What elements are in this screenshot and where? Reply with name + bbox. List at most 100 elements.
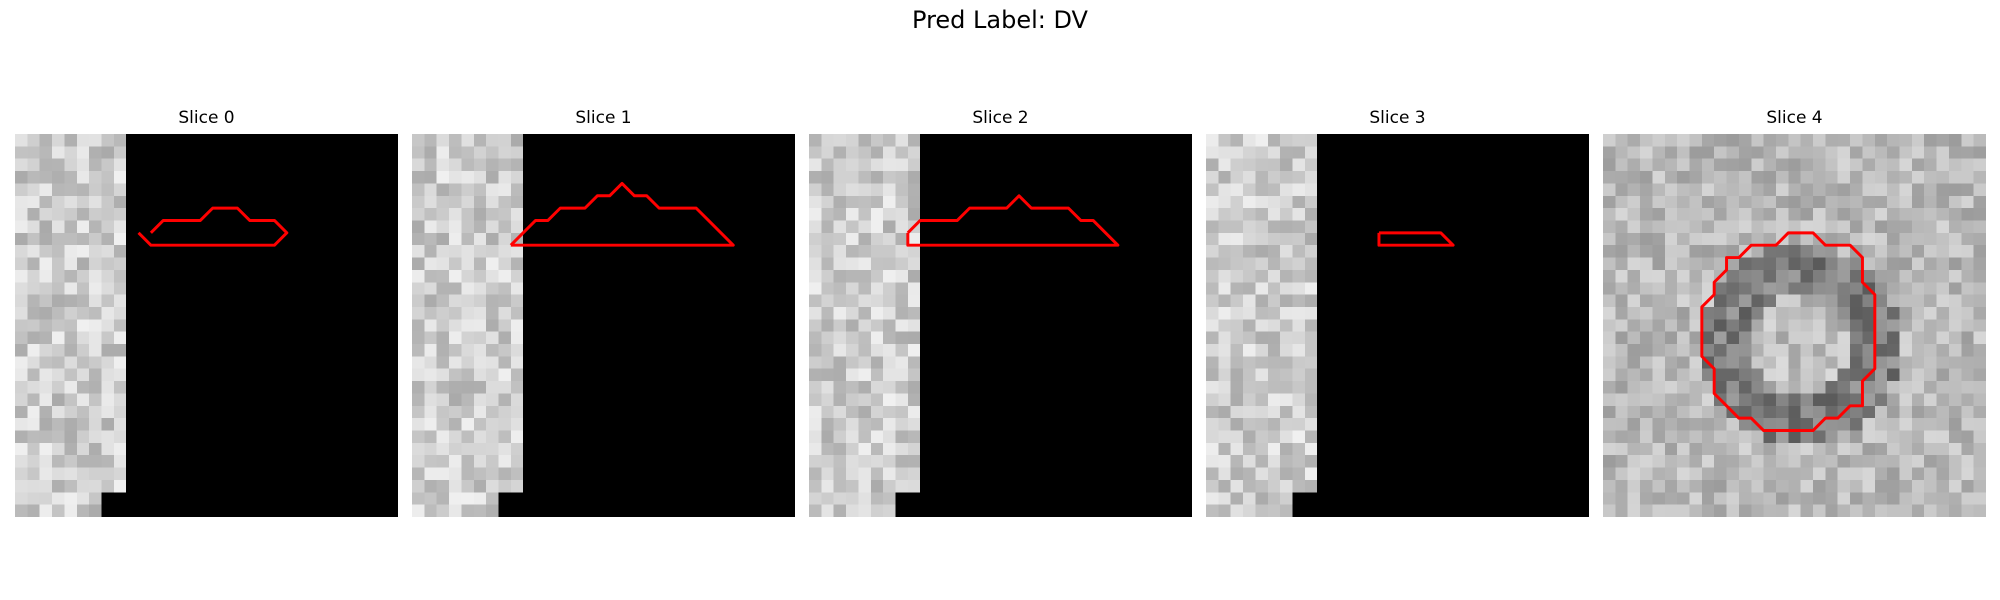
mask-pixel bbox=[1403, 195, 1417, 209]
mask-pixel bbox=[299, 368, 312, 382]
mask-pixel bbox=[262, 220, 275, 234]
mask-pixel bbox=[175, 269, 189, 283]
image-pixel bbox=[1800, 306, 1814, 320]
mask-pixel bbox=[373, 331, 386, 345]
mask-pixel bbox=[1043, 479, 1057, 493]
mask-pixel bbox=[1329, 455, 1343, 468]
mask-pixel bbox=[1068, 257, 1082, 271]
mask-pixel bbox=[782, 504, 795, 517]
mask-pixel bbox=[782, 467, 795, 481]
mask-pixel bbox=[1105, 269, 1119, 283]
mask-pixel bbox=[659, 381, 672, 394]
image-pixel bbox=[1800, 171, 1814, 184]
image-pixel bbox=[113, 442, 127, 456]
image-pixel bbox=[895, 269, 909, 283]
image-pixel bbox=[1206, 171, 1219, 184]
image-pixel bbox=[895, 344, 909, 357]
mask-pixel bbox=[646, 319, 660, 332]
image-pixel bbox=[1677, 183, 1690, 197]
mask-pixel bbox=[1416, 430, 1429, 444]
mask-pixel bbox=[1366, 171, 1380, 184]
mask-pixel bbox=[1093, 504, 1106, 517]
image-pixel bbox=[1280, 208, 1293, 221]
mask-pixel bbox=[1564, 356, 1577, 369]
mask-pixel bbox=[1130, 442, 1143, 456]
mask-pixel bbox=[1490, 467, 1503, 481]
mask-pixel bbox=[1317, 430, 1330, 444]
image-pixel bbox=[1973, 183, 1986, 197]
image-pixel bbox=[412, 195, 425, 209]
image-pixel bbox=[1899, 381, 1913, 394]
image-pixel bbox=[1862, 393, 1876, 407]
image-pixel bbox=[1267, 134, 1281, 147]
image-pixel bbox=[1230, 405, 1244, 419]
mask-pixel bbox=[708, 344, 722, 357]
mask-pixel bbox=[1341, 344, 1355, 357]
mask-pixel bbox=[126, 331, 139, 345]
mask-pixel bbox=[696, 455, 709, 468]
mask-pixel bbox=[200, 158, 213, 172]
image-pixel bbox=[1763, 134, 1777, 147]
mask-pixel bbox=[957, 455, 970, 468]
image-pixel bbox=[1206, 319, 1219, 332]
mask-pixel bbox=[138, 257, 152, 271]
image-pixel bbox=[113, 171, 127, 184]
mask-pixel bbox=[163, 344, 176, 357]
mask-pixel bbox=[299, 232, 312, 246]
mask-pixel bbox=[323, 183, 337, 197]
mask-pixel bbox=[572, 430, 586, 444]
mask-pixel bbox=[1354, 504, 1367, 517]
mask-pixel bbox=[1341, 319, 1355, 332]
mask-pixel bbox=[138, 393, 152, 407]
image-pixel bbox=[1775, 220, 1789, 234]
image-pixel bbox=[883, 146, 896, 159]
mask-pixel bbox=[572, 134, 586, 147]
mask-pixel bbox=[757, 504, 771, 517]
mask-pixel bbox=[163, 319, 176, 332]
image-pixel bbox=[449, 257, 462, 271]
mask-pixel bbox=[535, 381, 549, 394]
mask-pixel bbox=[126, 319, 139, 332]
image-pixel bbox=[39, 393, 53, 407]
image-pixel bbox=[486, 232, 499, 246]
image-pixel bbox=[52, 220, 65, 234]
image-pixel bbox=[1763, 171, 1777, 184]
mask-pixel bbox=[920, 282, 933, 295]
image-pixel bbox=[64, 294, 78, 308]
mask-pixel bbox=[348, 134, 362, 147]
mask-pixel bbox=[770, 306, 783, 320]
mask-pixel bbox=[336, 245, 349, 258]
mask-pixel bbox=[1167, 294, 1180, 308]
mask-pixel bbox=[1056, 467, 1069, 481]
mask-pixel bbox=[1117, 442, 1131, 456]
image-pixel bbox=[1726, 183, 1740, 197]
mask-pixel bbox=[584, 306, 598, 320]
mask-pixel bbox=[671, 442, 685, 456]
mask-pixel bbox=[373, 393, 386, 407]
image-pixel bbox=[809, 405, 822, 419]
image-pixel bbox=[1603, 442, 1616, 456]
mask-pixel bbox=[1068, 146, 1082, 159]
mask-pixel bbox=[1378, 430, 1392, 444]
mask-pixel bbox=[1391, 269, 1404, 283]
image-pixel bbox=[1664, 467, 1678, 481]
mask-pixel bbox=[920, 245, 933, 258]
mask-pixel bbox=[1142, 183, 1156, 197]
image-pixel bbox=[473, 183, 487, 197]
mask-pixel bbox=[1080, 319, 1094, 332]
mask-pixel bbox=[1117, 319, 1131, 332]
image-pixel bbox=[1603, 146, 1616, 159]
image-pixel bbox=[473, 269, 487, 283]
image-pixel bbox=[1763, 331, 1777, 345]
image-pixel bbox=[1751, 220, 1764, 234]
mask-pixel bbox=[1043, 282, 1057, 295]
image-pixel bbox=[1911, 356, 1925, 369]
image-pixel bbox=[1924, 282, 1937, 295]
mask-pixel bbox=[1056, 344, 1069, 357]
image-pixel bbox=[1751, 257, 1764, 271]
image-pixel bbox=[15, 393, 28, 407]
image-pixel bbox=[1862, 492, 1876, 505]
mask-pixel bbox=[274, 306, 288, 320]
mask-pixel bbox=[1080, 171, 1094, 184]
image-pixel bbox=[473, 356, 487, 369]
